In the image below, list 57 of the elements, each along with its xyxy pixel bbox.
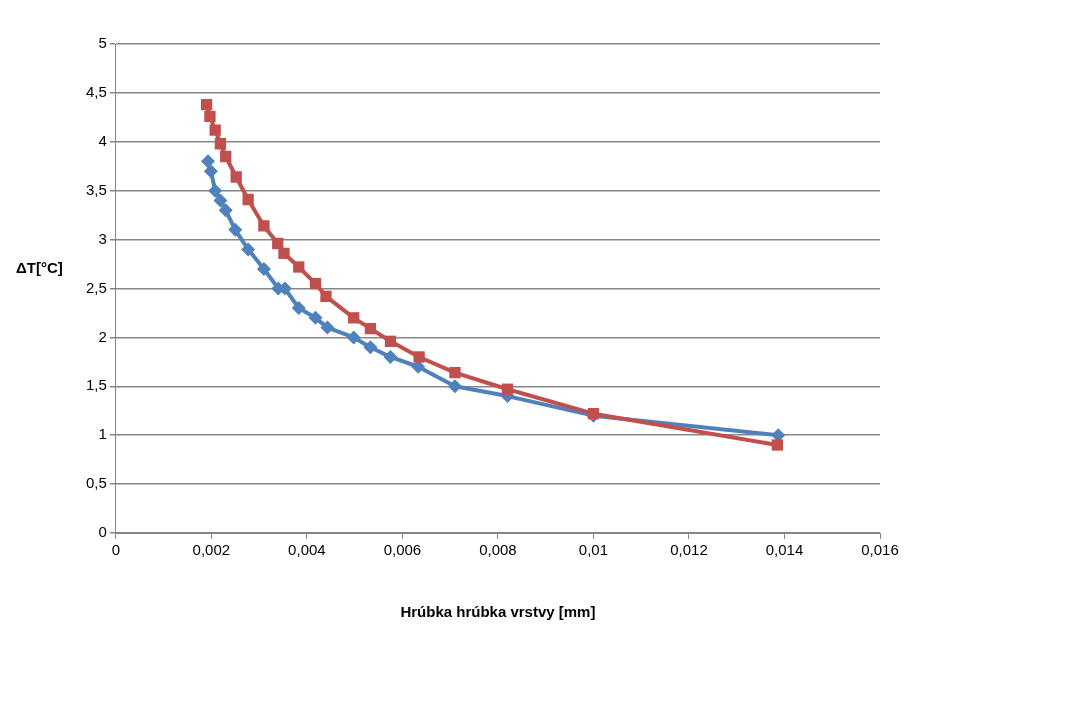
- point: [228, 222, 243, 237]
- point: [449, 366, 461, 379]
- x-tick-label: 0,008: [479, 541, 517, 559]
- point: [364, 322, 377, 335]
- point: [278, 247, 290, 259]
- x-tick-label: 0,002: [192, 541, 231, 559]
- point: [501, 383, 514, 395]
- point: [771, 439, 783, 451]
- y-tick-label: 2,5: [85, 278, 107, 296]
- point: [320, 320, 335, 335]
- x-tick-label: 0,004: [288, 541, 326, 559]
- y-tick-label: 3: [98, 229, 107, 247]
- y-tick-label: 0,5: [85, 474, 107, 492]
- point: [230, 171, 242, 183]
- point: [213, 193, 228, 208]
- y-tick-label: 3,5: [85, 180, 107, 198]
- y-tick-label: 0: [98, 523, 107, 541]
- point: [208, 183, 223, 198]
- point: [447, 379, 462, 394]
- x-axis-title: Hrúbka hrúbka vrstvy [mm]: [400, 603, 596, 621]
- point: [308, 310, 323, 325]
- y-tick-label: 1,5: [85, 376, 107, 394]
- x-tick-label: 0,014: [765, 541, 804, 559]
- point: [220, 150, 232, 163]
- point: [346, 330, 361, 345]
- x-tick-label: 0,01: [578, 541, 609, 559]
- point: [204, 110, 216, 123]
- x-tick-label: 0,016: [861, 541, 899, 559]
- point: [209, 124, 221, 136]
- point: [291, 301, 306, 316]
- y-tick-label: 4,5: [85, 83, 107, 101]
- point: [383, 349, 398, 364]
- point: [272, 237, 284, 250]
- x-tick-label: 0,006: [383, 541, 422, 559]
- point: [293, 261, 305, 273]
- point: [200, 98, 213, 111]
- point: [384, 335, 397, 347]
- point: [309, 277, 322, 290]
- point: [218, 203, 233, 218]
- point: [348, 312, 360, 324]
- point: [320, 290, 332, 302]
- point: [413, 351, 425, 363]
- y-tick-label: 4: [98, 131, 107, 149]
- point: [242, 193, 254, 206]
- x-tick-label: 0,012: [670, 541, 708, 559]
- y-tick-label: 5: [98, 34, 107, 52]
- y-tick-label: 2: [98, 327, 107, 345]
- point: [241, 242, 256, 257]
- point: [363, 340, 378, 355]
- point: [201, 154, 216, 169]
- y-axis-title: ΔT[°C]: [16, 259, 63, 277]
- point: [256, 261, 271, 276]
- point: [203, 164, 218, 179]
- point: [258, 220, 270, 232]
- y-tick-label: 1: [98, 425, 107, 443]
- point: [214, 138, 227, 150]
- x-tick-label: 0: [111, 541, 121, 559]
